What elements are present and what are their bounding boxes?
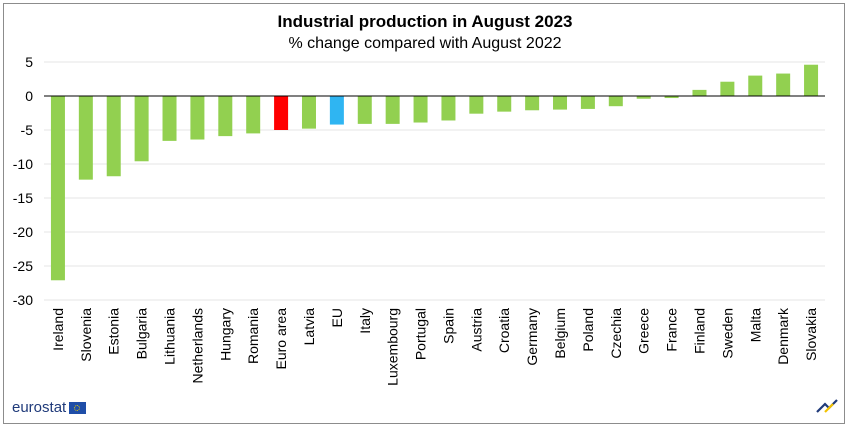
bar-ireland bbox=[50, 96, 65, 281]
x-tick-label: Denmark bbox=[775, 307, 791, 365]
bar-germany bbox=[525, 96, 540, 111]
bar-luxembourg bbox=[385, 96, 400, 124]
y-tick-label: -20 bbox=[13, 224, 33, 240]
bar-greece bbox=[636, 96, 651, 99]
x-tick-label: Slovakia bbox=[803, 308, 819, 361]
y-tick-label: -25 bbox=[13, 258, 33, 274]
bars bbox=[50, 64, 819, 281]
bar-portugal bbox=[413, 96, 428, 123]
y-tick-label: -15 bbox=[13, 190, 33, 206]
x-tick-label: Finland bbox=[691, 308, 707, 354]
x-tick-label: Estonia bbox=[106, 308, 122, 355]
bar-slovakia bbox=[804, 64, 819, 96]
x-tick-label: EU bbox=[329, 308, 345, 327]
x-tick-label: Bulgaria bbox=[134, 308, 150, 360]
bar-italy bbox=[357, 96, 372, 124]
x-tick-label: France bbox=[664, 308, 680, 352]
x-tick-label: Germany bbox=[524, 308, 540, 366]
x-tick-label: Spain bbox=[440, 308, 456, 344]
chart-frame bbox=[3, 3, 845, 424]
eu-flag-icon bbox=[69, 401, 87, 414]
bar-romania bbox=[246, 96, 261, 134]
bar-netherlands bbox=[190, 96, 205, 140]
bar-bulgaria bbox=[134, 96, 149, 162]
bar-spain bbox=[441, 96, 456, 121]
x-tick-label: Malta bbox=[747, 308, 763, 342]
bar-sweden bbox=[720, 81, 735, 96]
x-tick-label: Czechia bbox=[608, 308, 624, 359]
y-tick-label: 5 bbox=[25, 54, 33, 70]
x-tick-label: Ireland bbox=[50, 308, 66, 351]
y-tick-label: -5 bbox=[21, 122, 34, 138]
bar-latvia bbox=[301, 96, 316, 129]
x-tick-label: Sweden bbox=[719, 308, 735, 359]
bar-euro-area bbox=[274, 96, 289, 130]
x-tick-label: Luxembourg bbox=[385, 308, 401, 386]
bar-czechia bbox=[608, 96, 623, 107]
x-tick-label: Netherlands bbox=[189, 308, 205, 384]
corner-mark-icon bbox=[816, 399, 838, 413]
y-tick-label: -10 bbox=[13, 156, 33, 172]
x-axis-labels: Ireland Slovenia Estonia Bulgaria Lithuania N… bbox=[50, 307, 819, 386]
eurostat-logo: eurostat bbox=[12, 399, 87, 416]
x-tick-label: Euro area bbox=[273, 308, 289, 370]
gridlines bbox=[44, 61, 825, 301]
x-tick-label: Slovenia bbox=[78, 308, 94, 362]
bar-austria bbox=[469, 96, 484, 114]
bar-poland bbox=[580, 96, 595, 109]
bar-denmark bbox=[776, 73, 791, 96]
chart-subtitle: % change compared with August 2022 bbox=[288, 35, 562, 52]
bar-eu bbox=[329, 96, 344, 125]
bar-malta bbox=[748, 75, 763, 96]
bar-slovenia bbox=[78, 96, 93, 180]
bar-france bbox=[664, 96, 679, 99]
y-tick-label: 0 bbox=[25, 88, 33, 104]
x-tick-label: Latvia bbox=[301, 308, 317, 346]
logo-text: eurostat bbox=[12, 399, 67, 416]
bar-lithuania bbox=[162, 96, 177, 141]
x-tick-label: Belgium bbox=[552, 308, 568, 359]
y-tick-label: -30 bbox=[13, 292, 33, 308]
x-tick-label: Romania bbox=[245, 308, 261, 364]
bar-croatia bbox=[497, 96, 512, 112]
bar-belgium bbox=[553, 96, 568, 110]
x-tick-label: Austria bbox=[468, 308, 484, 352]
y-axis-ticks: 5 0 -5 -10 -15 -20 -25 -30 bbox=[13, 54, 33, 308]
x-tick-label: Hungary bbox=[217, 308, 233, 361]
x-tick-label: Poland bbox=[580, 308, 596, 352]
bar-hungary bbox=[218, 96, 233, 137]
bar-finland bbox=[692, 89, 707, 96]
x-tick-label: Croatia bbox=[496, 308, 512, 353]
bar-estonia bbox=[106, 96, 121, 177]
chart-title: Industrial production in August 2023 bbox=[277, 12, 573, 31]
x-tick-label: Greece bbox=[636, 308, 652, 354]
x-tick-label: Portugal bbox=[413, 308, 429, 360]
x-tick-label: Italy bbox=[357, 308, 373, 334]
x-tick-label: Lithuania bbox=[162, 308, 178, 365]
